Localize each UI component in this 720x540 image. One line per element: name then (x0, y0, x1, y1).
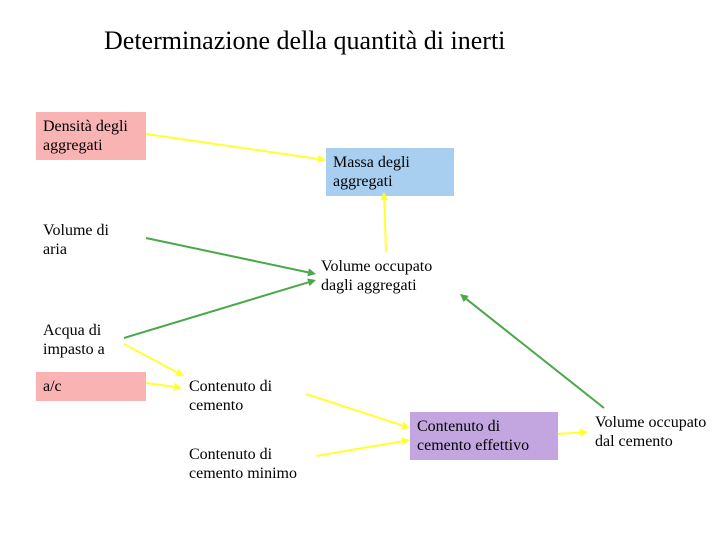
node-volume-occupato-cemento: Volume occupatodal cemento (588, 408, 716, 456)
node-acqua-impasto: Acqua diimpasto a (36, 316, 124, 364)
node-massa-aggregati: Massa degliaggregati (326, 148, 454, 196)
node-contenuto-cemento-minimo: Contenuto dicemento minimo (182, 440, 316, 488)
node-contenuto-cemento: Contenuto dicemento (182, 372, 306, 420)
node-densita-aggregati: Densità degliaggregati (36, 112, 146, 160)
node-volume-occupato-aggregati: Volume occupatodagli aggregati (314, 252, 462, 300)
diagram-canvas: Determinazione della quantità di inerti … (0, 0, 720, 540)
page-title: Determinazione della quantità di inerti (104, 26, 505, 56)
node-contenuto-cemento-effettivo: Contenuto dicemento effettivo (410, 412, 558, 460)
node-a-c: a/c (36, 372, 146, 401)
node-volume-aria: Volume diaria (36, 216, 146, 264)
